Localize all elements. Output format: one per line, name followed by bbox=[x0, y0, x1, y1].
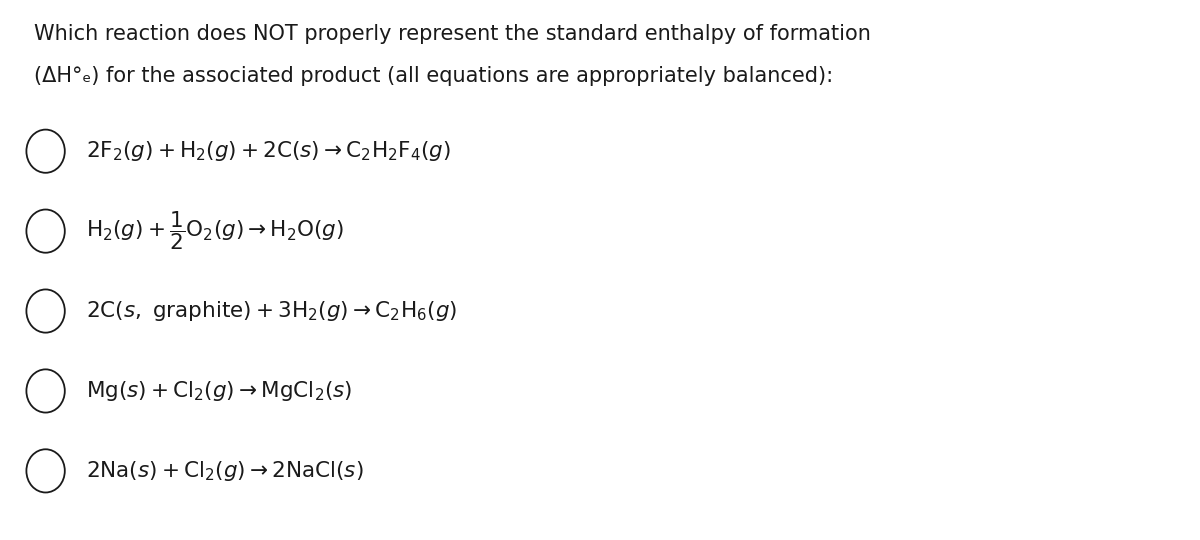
Text: $2\mathrm{Na}(s) + \mathrm{Cl}_2(g) \rightarrow 2\mathrm{NaCl}(s)$: $2\mathrm{Na}(s) + \mathrm{Cl}_2(g) \rig… bbox=[86, 459, 364, 483]
Text: $\mathrm{H}_2(g) + \dfrac{1}{2}\mathrm{O}_2(g) \rightarrow \mathrm{H}_2\mathrm{O: $\mathrm{H}_2(g) + \dfrac{1}{2}\mathrm{O… bbox=[86, 210, 344, 253]
Text: Which reaction does NOT properly represent the standard enthalpy of formation: Which reaction does NOT properly represe… bbox=[34, 24, 870, 44]
Text: $2\mathrm{C}(s\mathrm{,\ graphite}) + 3\mathrm{H}_2(g) \rightarrow \mathrm{C}_2\: $2\mathrm{C}(s\mathrm{,\ graphite}) + 3\… bbox=[86, 299, 457, 323]
Text: (ΔH°ₑ) for the associated product (all equations are appropriately balanced):: (ΔH°ₑ) for the associated product (all e… bbox=[34, 66, 833, 86]
Text: $\mathrm{Mg}(s) + \mathrm{Cl}_2(g) \rightarrow \mathrm{MgCl}_2(s)$: $\mathrm{Mg}(s) + \mathrm{Cl}_2(g) \righ… bbox=[86, 379, 353, 403]
Text: $2\mathrm{F}_2(g) + \mathrm{H}_2(g) + 2\mathrm{C}(s) \rightarrow \mathrm{C}_2\ma: $2\mathrm{F}_2(g) + \mathrm{H}_2(g) + 2\… bbox=[86, 139, 451, 163]
